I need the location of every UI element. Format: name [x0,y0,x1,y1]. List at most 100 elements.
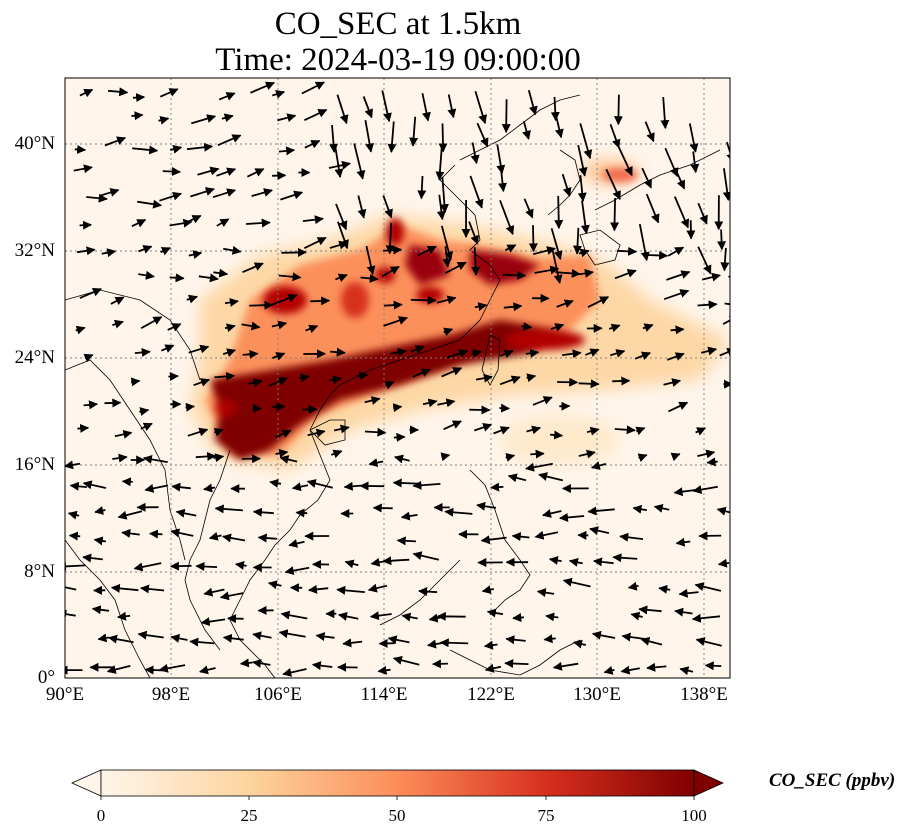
wind-arrow [695,637,722,647]
wind-arrow [77,423,90,433]
wind-arrow [269,478,282,488]
wind-arrow [271,320,288,330]
wind-arrow [159,88,179,98]
wind-arrow [191,114,217,125]
wind-arrow [612,376,631,386]
wind-arrow [580,200,590,235]
wind-arrow [382,556,410,566]
wind-arrow [288,539,305,548]
wind-arrow [589,526,610,535]
wind-arrow [307,428,326,438]
wind-arrow [140,422,153,432]
wind-arrow [444,261,467,274]
wind-arrow [690,151,700,174]
wind-arrow [542,509,562,518]
wind-arrow [704,661,722,671]
wind-arrow [308,584,329,594]
wind-arrow [409,116,419,147]
wind-arrow [65,561,86,571]
wind-arrow [573,227,582,255]
wind-arrow [609,349,626,358]
wind-arrow [578,248,590,258]
wind-arrow [222,533,246,543]
wind-arrow [440,452,451,462]
wind-arrow [528,225,538,253]
wind-arrow [468,221,479,245]
wind-arrow [242,262,264,274]
wind-arrow [561,173,572,197]
lon-tick: 90°E [45,684,85,705]
wind-arrow [138,270,155,280]
wind-arrow [641,167,652,189]
wind-arrow [68,531,81,541]
wind-arrow [619,532,644,542]
wind-arrow [617,246,638,256]
wind-arrow [242,349,259,359]
wind-arrow [114,429,133,439]
wind-arrow [195,561,218,571]
wind-arrow [221,113,234,123]
wind-arrow [188,214,202,224]
wind-arrow [65,609,76,619]
wind-arrow [82,553,103,563]
wind-arrow [170,528,194,538]
lat-tick: 32°N [14,240,55,261]
wind-arrow [446,349,469,359]
colorbar-gradient [100,769,695,797]
wind-arrow [212,188,237,199]
wind-arrow [76,246,96,256]
wind-arrow [545,612,559,622]
wind-arrow [394,454,410,464]
wind-arrow [328,375,342,385]
wind-arrow [474,91,488,125]
wind-arrow [169,273,185,283]
wind-arrow [505,453,516,462]
wind-arrow [436,295,457,305]
lat-tick: 0° [37,667,55,688]
wind-arrow [169,144,183,154]
wind-arrow [169,218,193,228]
wind-arrow [112,453,128,463]
wind-arrow [417,175,427,200]
wind-arrow [214,371,236,381]
wind-arrow [722,315,730,325]
lon-tick: 114°E [360,684,408,705]
wind-arrow [219,591,244,601]
wind-arrow [591,630,616,640]
wind-arrow [556,299,574,308]
wind-arrow [724,302,730,306]
wind-arrow [227,614,244,624]
wind-arrow [476,122,489,148]
wind-arrow [532,246,556,256]
wind-arrow [378,638,395,648]
wind-arrow [137,199,163,209]
wind-arrow [499,375,521,386]
wind-arrow [108,87,129,97]
wind-arrow [382,195,393,219]
wind-arrow [94,506,106,515]
wind-arrow [717,229,727,251]
wind-arrow [171,482,191,492]
wind-arrow [480,535,507,545]
wind-arrow [335,203,348,231]
wind-arrow [377,665,391,675]
wind-arrow [435,145,445,181]
wind-arrow [369,611,392,621]
wind-arrow [443,420,462,431]
wind-arrow [664,147,679,178]
wind-arrow [338,611,359,621]
wind-arrow [298,373,310,383]
wind-arrow [666,352,685,361]
lon-tick: 98°E [151,684,191,705]
wind-arrow [239,658,253,668]
wind-arrow [550,323,565,332]
wind-arrow [268,377,288,387]
wind-arrow [568,557,583,567]
wind-arrow [486,608,504,618]
wind-arrow [311,661,333,671]
wind-arrow [422,398,438,408]
wind-arrow [315,632,335,641]
wind-arrow [717,558,730,568]
wind-arrow [578,379,600,389]
wind-arrow [186,142,214,152]
